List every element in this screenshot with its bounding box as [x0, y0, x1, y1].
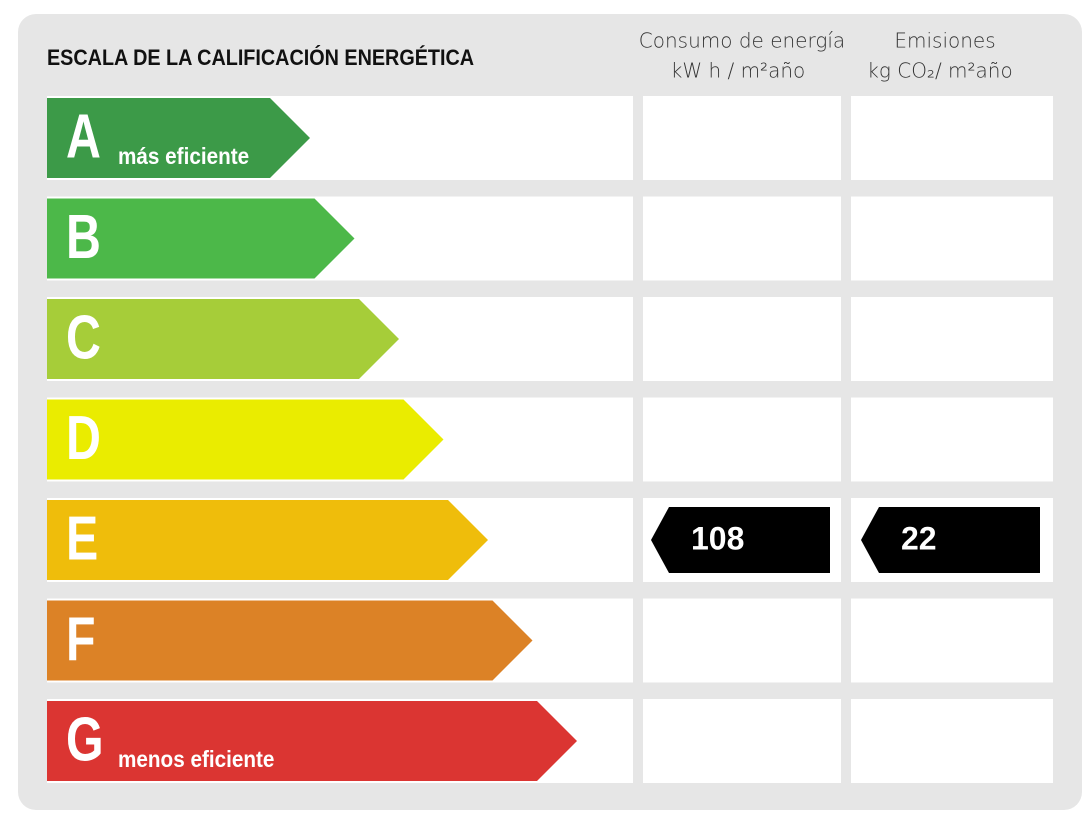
value-cell [851, 699, 1053, 783]
value-cell [851, 297, 1053, 381]
rating-letter: F [66, 604, 96, 673]
column-unit: kg CO₂/ m²año [867, 59, 1012, 83]
value-cell [851, 397, 1053, 482]
rating-arrow [47, 399, 444, 480]
value-cell [851, 598, 1053, 683]
value-cell [643, 699, 841, 783]
rating-letter: G [66, 705, 104, 774]
rating-letter: B [66, 202, 101, 271]
rating-letter: A [66, 102, 101, 171]
rating-arrow [47, 600, 533, 681]
value-cell [643, 196, 841, 281]
value-cell [643, 397, 841, 482]
column-unit: kW h / m²año [671, 59, 806, 83]
rating-arrow [47, 299, 399, 379]
rating-arrow [47, 701, 577, 781]
value-tag [651, 507, 830, 573]
rating-letter: C [66, 303, 101, 372]
value-cell [643, 96, 841, 180]
value-cell [851, 96, 1053, 180]
value-cell [643, 598, 841, 683]
rating-letter: E [66, 504, 98, 573]
title: ESCALA DE LA CALIFICACIÓN ENERGÉTICA [47, 45, 474, 70]
rating-letter: D [66, 403, 101, 472]
rating-note: más eficiente [118, 143, 249, 169]
rating-arrow [47, 500, 488, 580]
value-cell [643, 297, 841, 381]
value-cell [851, 196, 1053, 281]
rating-arrow [47, 198, 355, 279]
rating-note: menos eficiente [118, 746, 274, 772]
value-text: 108 [691, 520, 744, 556]
value-text: 22 [901, 520, 937, 556]
column-title: Consumo de energía [639, 29, 845, 53]
rating-arrow [47, 98, 310, 178]
value-tag [861, 507, 1040, 573]
column-title: Emisiones [894, 29, 995, 53]
